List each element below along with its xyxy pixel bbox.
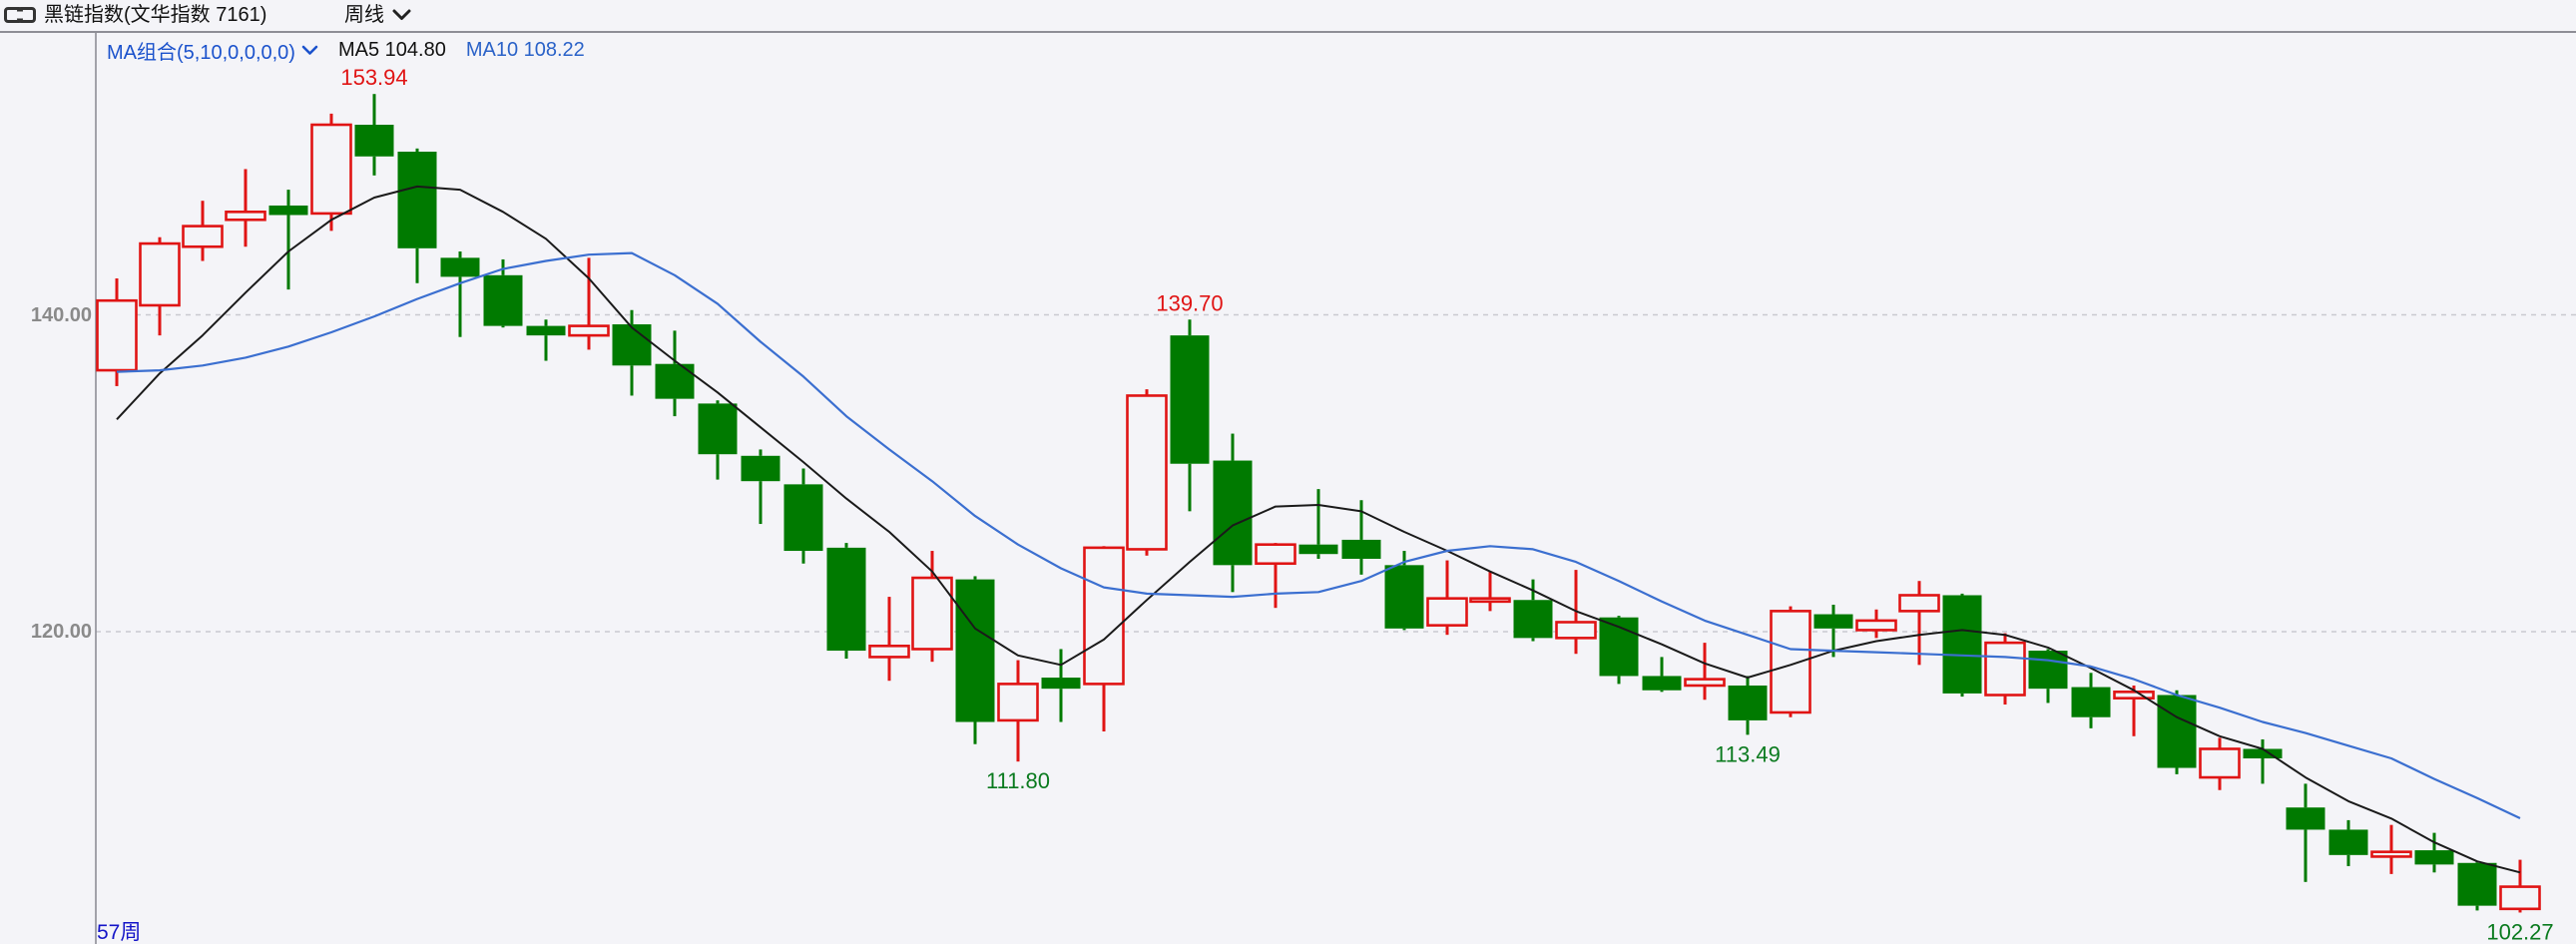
- candle-body: [698, 403, 738, 455]
- candle-body: [1770, 610, 1811, 714]
- ma-group-label: MA组合(5,10,0,0,0,0): [107, 42, 295, 64]
- candle-body: [182, 225, 224, 248]
- candle-body: [2113, 691, 2155, 700]
- candle-body: [1942, 595, 1982, 694]
- low-price-label: 113.49: [1715, 741, 1781, 766]
- y-tick-120: 120.00: [30, 621, 92, 643]
- candle-body: [612, 324, 652, 366]
- candle-body: [868, 644, 910, 659]
- candle-body: [2414, 850, 2454, 865]
- candle-body: [1041, 678, 1081, 690]
- candle-body: [2071, 687, 2111, 717]
- candle-body: [655, 363, 695, 399]
- ma10-line: [116, 251, 2521, 819]
- candle-body: [1213, 460, 1253, 566]
- candle-body: [2328, 829, 2368, 855]
- candle-body: [741, 455, 780, 482]
- candle-body: [2370, 850, 2412, 858]
- candle-body: [1426, 597, 1468, 627]
- candle-body: [997, 683, 1039, 722]
- page-title: 黑链指数(文华指数 7161): [44, 4, 267, 26]
- candle-body: [268, 205, 308, 216]
- candle-body: [2199, 747, 2241, 779]
- ma5-line: [116, 185, 2521, 874]
- candle-body: [1255, 543, 1296, 566]
- candle-body: [955, 579, 995, 722]
- week-count-label: 57周: [97, 921, 142, 944]
- candle-body: [783, 484, 823, 552]
- candle-body: [2028, 651, 2068, 690]
- candle-body: [139, 241, 181, 307]
- candle-body: [2243, 748, 2283, 758]
- candle-body: [1984, 641, 2026, 697]
- indicator-bar: MA组合(5,10,0,0,0,0) MA5 104.80 MA10 108.2…: [107, 36, 585, 65]
- chevron-down-icon: [392, 9, 411, 20]
- candle-body: [1728, 685, 1768, 720]
- candle-body: [1813, 614, 1853, 629]
- candle-body: [568, 324, 610, 337]
- candle-body: [1341, 539, 1381, 559]
- candle-body: [2457, 862, 2497, 906]
- candle-body: [354, 125, 394, 157]
- candle-body: [1642, 676, 1682, 691]
- header-bar: 黑链指数(文华指数 7161) 周线: [0, 0, 2576, 31]
- candle-body: [1384, 565, 1424, 629]
- high-price-label: 153.94: [340, 65, 407, 90]
- candle-body: [1170, 335, 1210, 464]
- link-icon[interactable]: [4, 7, 36, 23]
- candle-body: [1469, 597, 1511, 604]
- candle-body: [310, 123, 352, 216]
- candle-body: [526, 325, 566, 336]
- candle-body: [96, 298, 138, 372]
- candle-body: [440, 257, 480, 277]
- chevron-down-icon: [301, 45, 318, 55]
- candle-body: [1555, 621, 1597, 640]
- candle-body: [1684, 678, 1726, 688]
- period-dropdown[interactable]: 周线: [344, 2, 411, 28]
- candle-body: [1513, 600, 1553, 639]
- candle-body: [1083, 546, 1125, 686]
- candle-body: [2157, 695, 2197, 768]
- candle-body: [2499, 885, 2541, 911]
- ma5-value: MA5 104.80: [337, 39, 446, 61]
- period-label: 周线: [344, 4, 384, 26]
- high-price-label: 139.70: [1156, 290, 1223, 315]
- candle-body: [826, 547, 866, 652]
- candle-body: [1855, 619, 1897, 632]
- candle-body: [483, 274, 523, 326]
- low-price-label: 111.80: [986, 768, 1050, 793]
- candle-body: [225, 211, 266, 222]
- y-tick-140: 140.00: [30, 304, 92, 326]
- ma10-value: MA10 108.22: [465, 39, 585, 61]
- header-separator: [0, 31, 2576, 33]
- candle-body: [1298, 544, 1338, 555]
- candle-body: [1898, 594, 1940, 613]
- low-price-label: 102.27: [2486, 919, 2553, 944]
- candle-body: [1126, 394, 1168, 551]
- ma-settings-dropdown[interactable]: MA组合(5,10,0,0,0,0): [107, 36, 318, 65]
- candle-body: [397, 151, 437, 248]
- candle-body: [2286, 807, 2325, 830]
